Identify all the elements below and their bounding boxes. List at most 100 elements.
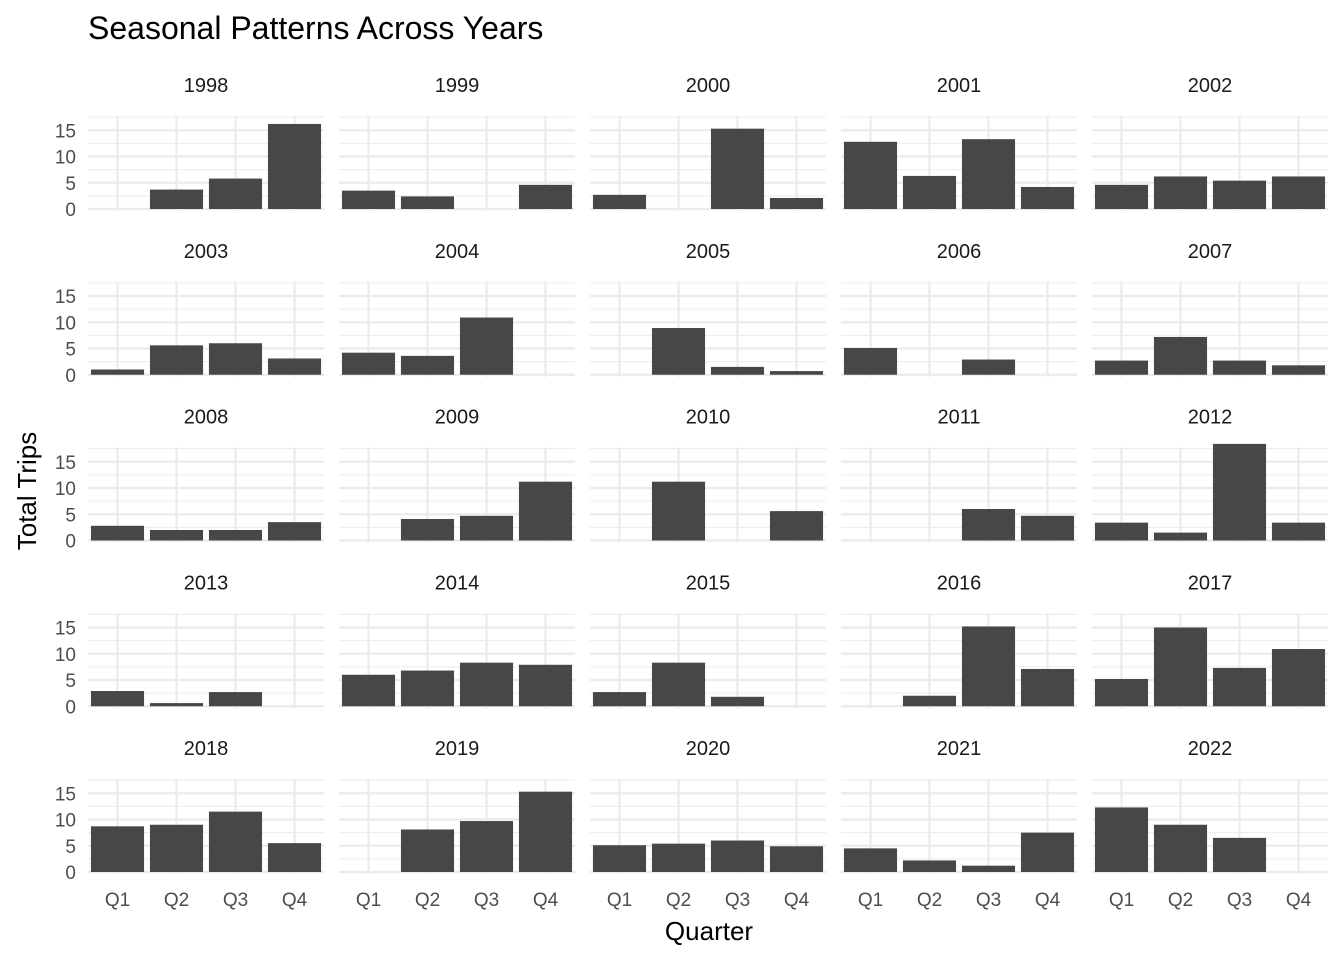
bar-2013-Q3 bbox=[208, 692, 263, 707]
x-axis-title: Quarter bbox=[665, 916, 753, 946]
bar-2015-Q3 bbox=[710, 696, 765, 707]
facet-panel-2005: 2005 bbox=[590, 241, 826, 377]
x-tick-label: Q1 bbox=[356, 890, 381, 911]
bar-2012-Q3 bbox=[1212, 443, 1267, 541]
bar-2011-Q4 bbox=[1020, 515, 1075, 541]
facet-strip-label: 2015 bbox=[686, 572, 731, 594]
y-tick-label: 15 bbox=[55, 619, 76, 640]
bar-2006-Q1 bbox=[843, 347, 898, 375]
y-tick-label: 5 bbox=[65, 340, 76, 361]
x-tick-label: Q1 bbox=[105, 890, 130, 911]
facet-strip-label: 1999 bbox=[435, 75, 480, 97]
facet-panel-2017: 2017 bbox=[1092, 572, 1328, 709]
y-tick-label: 0 bbox=[65, 200, 76, 221]
bar-2022-Q1 bbox=[1094, 807, 1149, 872]
x-tick-label: Q3 bbox=[1227, 890, 1252, 911]
bar-2019-Q2 bbox=[400, 829, 455, 872]
bar-2007-Q4 bbox=[1271, 365, 1326, 375]
facet-strip-label: 2012 bbox=[1188, 407, 1233, 429]
x-tick-label: Q1 bbox=[607, 890, 632, 911]
bar-2020-Q3 bbox=[710, 840, 765, 872]
facet-strip-label: 2011 bbox=[937, 407, 980, 429]
bar-2001-Q1 bbox=[843, 141, 898, 209]
y-tick-label: 15 bbox=[55, 287, 76, 308]
bar-2008-Q4 bbox=[267, 522, 322, 541]
bar-2004-Q1 bbox=[341, 352, 396, 375]
bar-2010-Q2 bbox=[651, 481, 706, 541]
bar-2018-Q2 bbox=[149, 824, 204, 872]
bar-2012-Q1 bbox=[1094, 522, 1149, 541]
chart-title: Seasonal Patterns Across Years bbox=[88, 10, 543, 46]
bar-2021-Q1 bbox=[843, 848, 898, 872]
x-tick-label: Q2 bbox=[917, 890, 942, 911]
facet-strip-label: 2002 bbox=[1188, 75, 1233, 97]
bar-2013-Q1 bbox=[90, 691, 145, 707]
bar-2009-Q4 bbox=[518, 481, 573, 541]
facet-panel-2022: 2022 Q1 Q2 Q3 Q4 bbox=[1092, 738, 1328, 911]
y-tick-label: 5 bbox=[65, 671, 76, 692]
bar-2008-Q3 bbox=[208, 530, 263, 541]
bar-2005-Q2 bbox=[651, 328, 706, 375]
bar-2004-Q3 bbox=[459, 317, 514, 375]
bar-1999-Q2 bbox=[400, 196, 455, 209]
y-tick-label: 5 bbox=[65, 837, 76, 858]
facet-panel-2021: 2021 Q1 Q2 Q3 Q4 bbox=[841, 738, 1077, 911]
facet-panel-2008: 2008 0 5 10 15 bbox=[55, 407, 324, 553]
y-tick-label: 0 bbox=[65, 863, 76, 884]
bar-2019-Q3 bbox=[459, 821, 514, 872]
facet-strip-label: 2001 bbox=[937, 75, 982, 97]
facet-strip-label: 2014 bbox=[435, 572, 480, 594]
bar-2012-Q4 bbox=[1271, 522, 1326, 541]
bar-2016-Q4 bbox=[1020, 668, 1075, 707]
facet-panel-2000: 2000 bbox=[590, 75, 826, 211]
bar-2018-Q1 bbox=[90, 826, 145, 872]
bar-2021-Q3 bbox=[961, 865, 1016, 872]
bar-2012-Q2 bbox=[1153, 532, 1208, 541]
bar-2017-Q3 bbox=[1212, 667, 1267, 707]
y-tick-label: 0 bbox=[65, 697, 76, 718]
x-tick-label: Q4 bbox=[282, 890, 308, 911]
bar-2014-Q3 bbox=[459, 662, 514, 707]
bar-2020-Q4 bbox=[769, 846, 824, 872]
x-tick-label: Q1 bbox=[858, 890, 883, 911]
bar-2003-Q1 bbox=[90, 369, 145, 375]
facet-panel-2010: 2010 bbox=[590, 407, 826, 543]
bar-2001-Q2 bbox=[902, 175, 957, 209]
facet-panels: 1998 0 5 10 15 1999 2000 2001 2002 2003 0 5 10 15 2004… bbox=[55, 75, 1328, 911]
bar-2008-Q1 bbox=[90, 525, 145, 541]
x-tick-label: Q3 bbox=[976, 890, 1001, 911]
bar-2022-Q2 bbox=[1153, 824, 1208, 872]
bar-2020-Q2 bbox=[651, 843, 706, 872]
bar-2018-Q3 bbox=[208, 811, 263, 872]
y-tick-label: 0 bbox=[65, 532, 76, 553]
bar-2003-Q2 bbox=[149, 345, 204, 375]
facet-strip-label: 2000 bbox=[686, 75, 731, 97]
bar-2007-Q1 bbox=[1094, 360, 1149, 375]
bar-2011-Q3 bbox=[961, 509, 1016, 541]
bar-2021-Q4 bbox=[1020, 832, 1075, 872]
bar-2021-Q2 bbox=[902, 860, 957, 872]
y-tick-label: 10 bbox=[55, 313, 76, 334]
y-tick-label: 10 bbox=[55, 479, 76, 500]
facet-panel-1998: 1998 0 5 10 15 bbox=[55, 75, 324, 221]
facet-panel-1999: 1999 bbox=[339, 75, 575, 211]
bar-2003-Q4 bbox=[267, 358, 322, 375]
x-tick-label: Q3 bbox=[223, 890, 248, 911]
facet-panel-2019: 2019 Q1 Q2 Q3 Q4 bbox=[339, 738, 575, 911]
bar-1999-Q4 bbox=[518, 184, 573, 209]
facet-strip-label: 2017 bbox=[1188, 572, 1233, 594]
facet-strip-label: 1998 bbox=[184, 75, 229, 97]
facet-panel-2002: 2002 bbox=[1092, 75, 1328, 211]
facet-strip-label: 2010 bbox=[686, 407, 731, 429]
facet-panel-2016: 2016 bbox=[841, 572, 1077, 709]
facet-panel-2013: 2013 0 5 10 15 bbox=[55, 572, 324, 718]
y-tick-label: 15 bbox=[55, 121, 76, 142]
facet-strip-label: 2009 bbox=[435, 407, 480, 429]
bar-2002-Q3 bbox=[1212, 180, 1267, 209]
bar-2000-Q1 bbox=[592, 194, 647, 209]
x-tick-label: Q1 bbox=[1109, 890, 1134, 911]
facet-strip-label: 2016 bbox=[937, 572, 982, 594]
facet-panel-2003: 2003 0 5 10 15 bbox=[55, 241, 324, 387]
y-tick-label: 10 bbox=[55, 148, 76, 169]
